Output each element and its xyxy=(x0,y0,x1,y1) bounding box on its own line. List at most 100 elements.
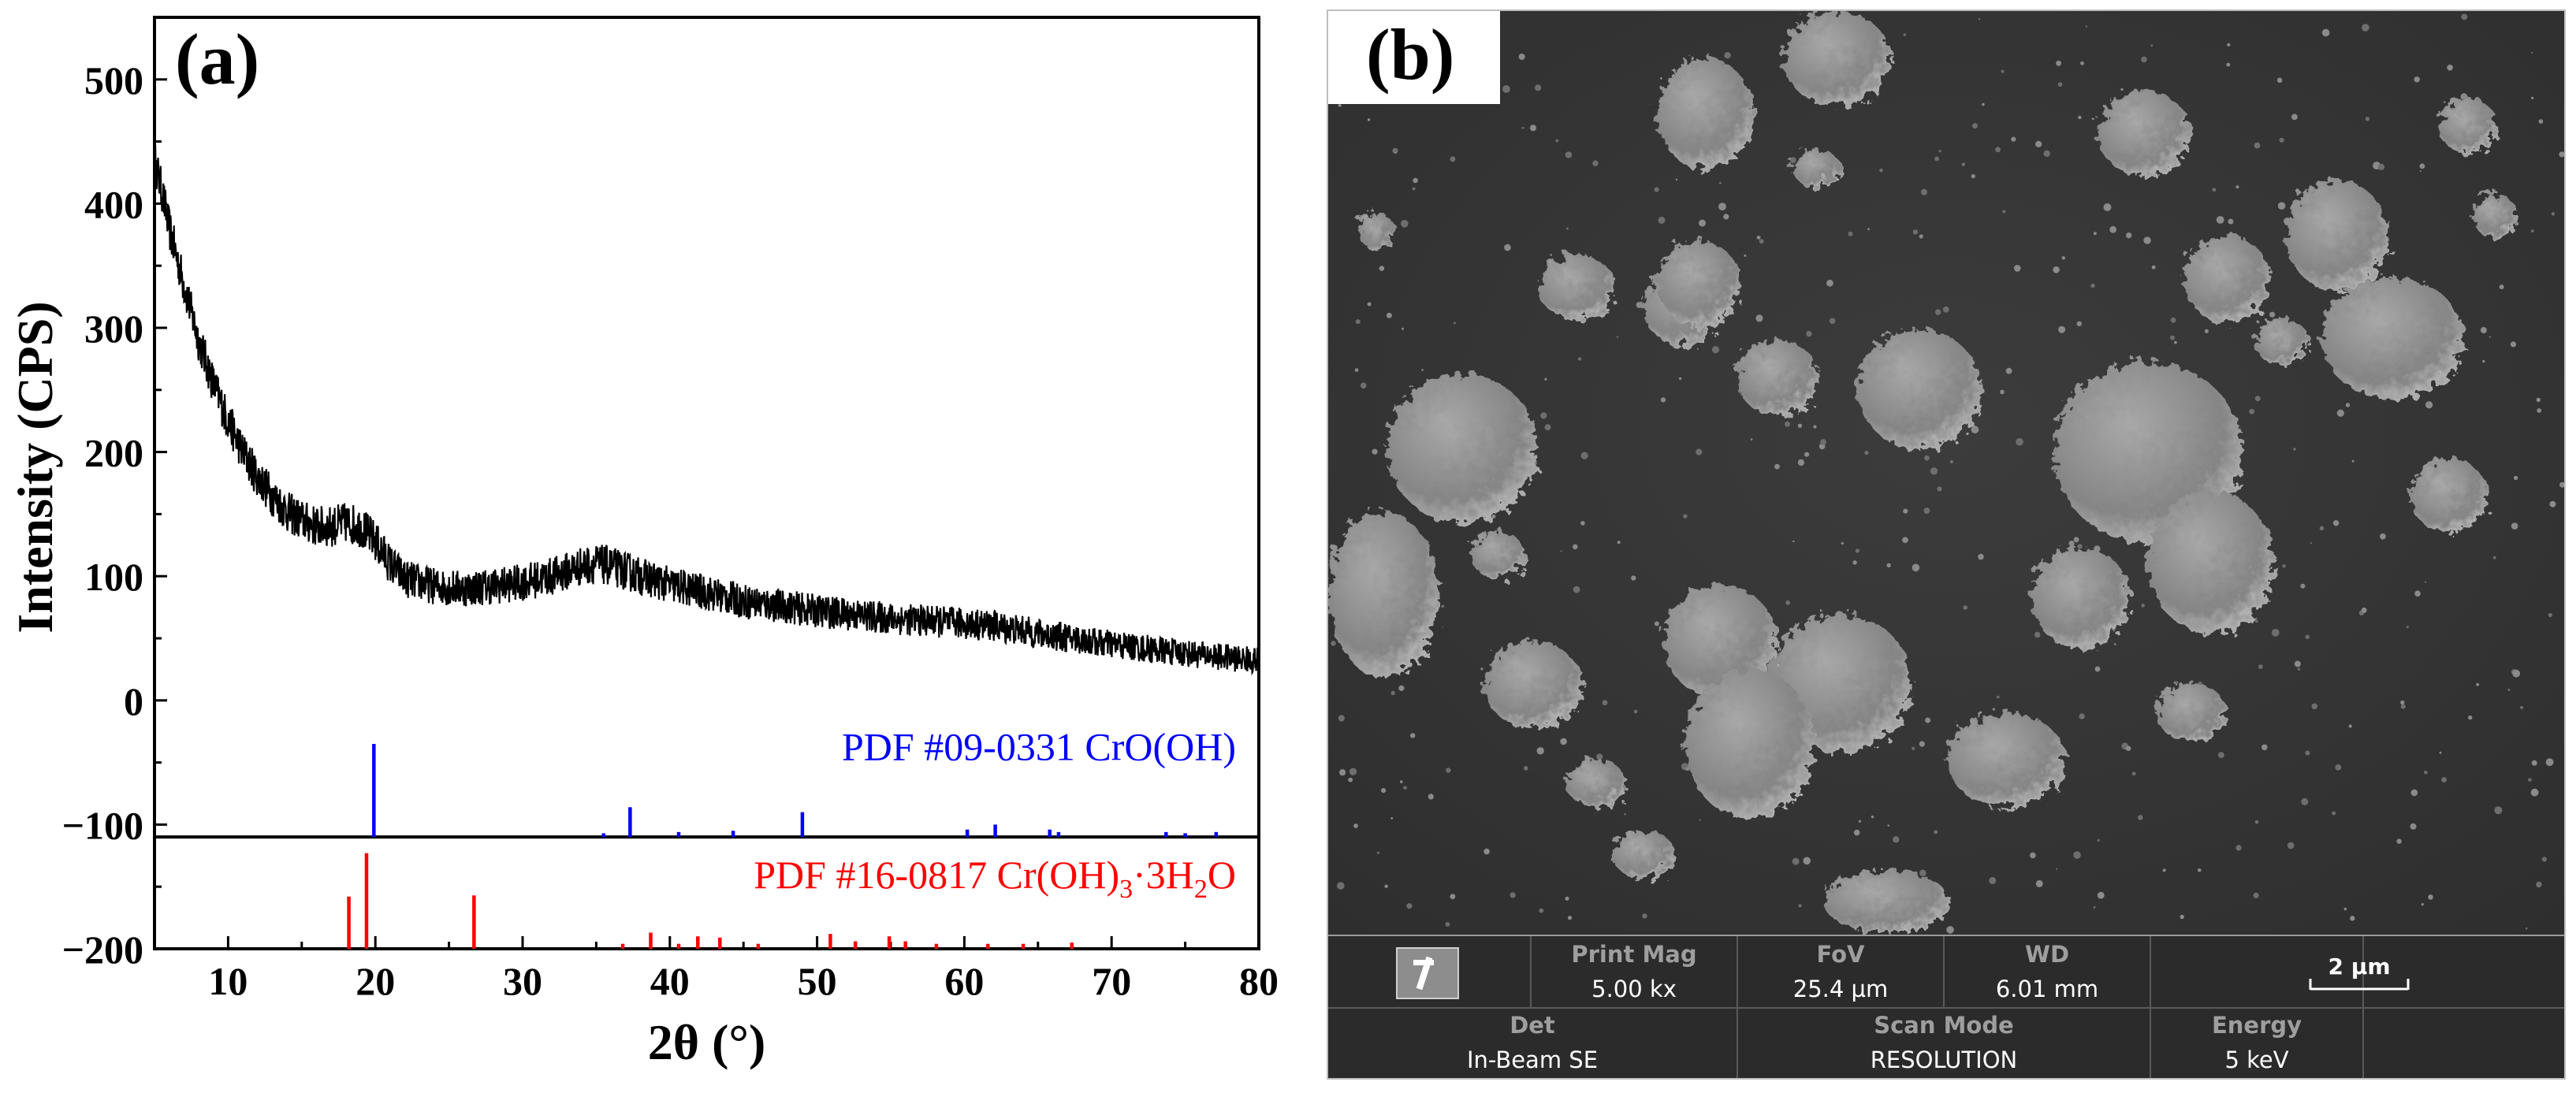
debris-speck xyxy=(1912,229,1919,235)
debris-speck xyxy=(2254,142,2261,149)
debris-speck xyxy=(1401,220,1409,228)
debris-speck xyxy=(1714,335,1717,337)
debris-speck xyxy=(1934,156,1939,162)
debris-speck xyxy=(2559,151,2564,158)
debris-speck xyxy=(1400,780,1403,783)
particle-agglomerate xyxy=(1656,58,1754,169)
debris-speck xyxy=(2056,868,2058,870)
debris-speck xyxy=(2536,397,2541,403)
debris-speck xyxy=(1699,219,1706,227)
debris-speck xyxy=(1633,709,1638,714)
particle-agglomerate xyxy=(1387,374,1537,523)
debris-speck xyxy=(1750,438,1753,441)
particle-agglomerate xyxy=(1328,511,1439,677)
debris-speck xyxy=(1902,537,1908,544)
debris-speck xyxy=(1421,369,1424,371)
debris-speck xyxy=(1367,302,1372,307)
debris-speck xyxy=(2261,744,2268,751)
debris-speck xyxy=(1567,916,1573,920)
debris-speck xyxy=(2549,500,2556,507)
debris-speck xyxy=(2492,556,2496,560)
debris-speck xyxy=(1711,346,1720,354)
debris-speck xyxy=(2468,715,2473,720)
particle-agglomerate xyxy=(1793,150,1841,188)
particle-agglomerates xyxy=(1328,11,2517,933)
debris-speck xyxy=(2125,745,2131,751)
debris-speck xyxy=(1858,820,1862,823)
debris-speck xyxy=(2362,24,2369,32)
particle-agglomerate xyxy=(1658,240,1740,327)
debris-speck xyxy=(1756,236,1761,240)
debris-speck xyxy=(2141,604,2145,608)
debris-speck xyxy=(2143,236,2151,244)
debris-speck xyxy=(2271,629,2280,637)
debris-speck xyxy=(1982,102,1985,106)
debris-speck xyxy=(1565,896,1569,901)
sem-image-panel: (b) Print Mag 5.00 kx FoV 25.4 µm WD 6.0… xyxy=(1327,9,2566,1080)
scan-mode-label: Scan Mode xyxy=(1874,1012,2014,1039)
xrd-chart: 500 400 300 200 100 0 −100 −200 10 20 30 40 50 60 70 80… xyxy=(7,16,1279,1070)
debris-speck xyxy=(1930,467,1938,475)
debris-speck xyxy=(2035,879,2043,887)
particle-agglomerate xyxy=(2183,236,2270,322)
debris-speck xyxy=(1683,514,1688,519)
debris-speck xyxy=(2424,770,2428,775)
debris-speck xyxy=(2131,771,2136,776)
debris-speck xyxy=(2094,666,2101,672)
debris-speck xyxy=(2406,626,2409,629)
debris-speck xyxy=(1921,188,1927,195)
tescan-logo-icon xyxy=(1413,956,1434,991)
debris-speck xyxy=(1820,439,1826,445)
debris-speck xyxy=(2151,265,2156,270)
debris-speck xyxy=(2537,408,2542,413)
debris-speck xyxy=(2520,705,2524,709)
debris-speck xyxy=(2090,283,2095,288)
debris-speck xyxy=(1540,412,1547,419)
debris-speck xyxy=(2410,823,2417,830)
debris-speck xyxy=(2218,752,2224,758)
debris-speck xyxy=(1624,812,1626,816)
debris-speck xyxy=(2291,113,2298,121)
debris-speck xyxy=(2510,341,2517,348)
debris-speck xyxy=(2551,212,2556,216)
debris-speck xyxy=(2531,96,2534,99)
debris-speck xyxy=(1509,892,1516,898)
particle-agglomerate xyxy=(2255,318,2309,366)
debris-speck xyxy=(2254,396,2261,402)
debris-speck xyxy=(1573,544,1578,550)
debris-speck xyxy=(2541,857,2547,862)
particle-agglomerate xyxy=(2321,277,2463,400)
debris-speck xyxy=(1446,768,1451,773)
debris-speck xyxy=(2212,188,2217,192)
debris-speck xyxy=(1949,459,1953,464)
particle-agglomerate xyxy=(2439,97,2496,154)
debris-speck xyxy=(2093,906,2096,909)
debris-speck xyxy=(2097,838,2100,842)
debris-speck xyxy=(2235,185,2239,189)
scale-bar-line xyxy=(2309,979,2410,991)
x-tick-label: 40 xyxy=(650,959,690,1003)
debris-speck xyxy=(1573,586,1580,593)
debris-speck xyxy=(1798,904,1802,908)
debris-speck xyxy=(1792,857,1800,865)
debris-speck xyxy=(1441,604,1445,608)
x-tick-label: 80 xyxy=(1239,959,1279,1003)
debris-speck xyxy=(2400,704,2406,709)
debris-speck xyxy=(2002,210,2006,214)
debris-speck xyxy=(1355,319,1361,325)
debris-speck xyxy=(2378,163,2385,170)
debris-speck xyxy=(2079,713,2085,719)
pdf-0331-label: PDF #09-0331 CrO(OH) xyxy=(842,724,1236,768)
debris-speck xyxy=(1483,848,1490,855)
debris-speck xyxy=(2228,218,2234,225)
debris-speck xyxy=(1797,459,1805,467)
debris-speck xyxy=(1390,690,1395,696)
debris-speck xyxy=(2073,537,2079,543)
debris-speck xyxy=(1617,541,1621,545)
particle-agglomerate xyxy=(1685,669,1815,819)
debris-speck xyxy=(2321,28,2330,37)
debris-speck xyxy=(2005,367,2012,374)
debris-speck xyxy=(2559,481,2564,488)
debris-speck xyxy=(1390,816,1394,820)
debris-speck xyxy=(1398,685,1405,691)
